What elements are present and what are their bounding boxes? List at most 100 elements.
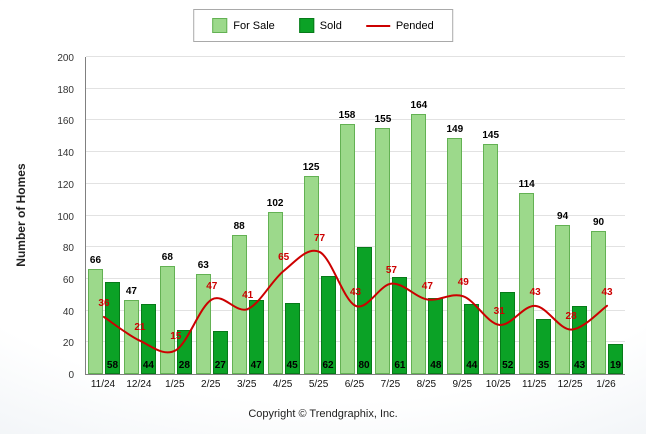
pended-value-label: 43 <box>349 286 362 298</box>
legend-label-for-sale: For Sale <box>233 19 275 32</box>
y-tick-label: 160 <box>57 116 74 128</box>
y-tick-label: 140 <box>57 148 74 160</box>
pended-value-label: 47 <box>421 280 433 292</box>
bar-sold <box>500 291 516 374</box>
y-axis-ticks: 0 20 40 60 80 100 120 140 160 180 200 <box>48 53 80 381</box>
pended-value-label: 65 <box>278 251 290 263</box>
bar-sold <box>140 304 156 374</box>
legend: For Sale Sold Pended <box>193 9 453 42</box>
bar-sold <box>212 331 228 374</box>
y-tick-label: 200 <box>57 53 74 64</box>
sold-swatch-icon <box>298 18 314 33</box>
gridline <box>86 246 625 248</box>
gridline <box>86 214 625 216</box>
sold-value-label: 48 <box>430 360 442 371</box>
bar-sold <box>248 299 264 374</box>
bar-for-sale <box>267 212 283 374</box>
bar-sold <box>320 275 336 374</box>
gridline <box>86 119 625 121</box>
y-axis-title: Number of Homes <box>14 163 28 267</box>
bar-for-sale <box>375 128 391 374</box>
plot-area: 66 58 36 47 44 21 68 28 15 63 27 47 88 47 41 102 45 65 125… <box>85 56 625 375</box>
bar-sold <box>464 304 480 374</box>
for-sale-value-label: 102 <box>266 198 284 210</box>
bar-sold <box>608 343 624 374</box>
bar-for-sale <box>303 175 319 374</box>
gridline <box>86 151 625 153</box>
for-sale-value-label: 88 <box>233 220 245 232</box>
x-tick-label: 8/25 <box>416 379 437 390</box>
for-sale-value-label: 47 <box>125 285 137 297</box>
x-tick-label: 11/24 <box>90 379 116 390</box>
x-tick-label: 7/25 <box>380 379 401 390</box>
bar-sold <box>176 329 192 374</box>
legend-label-pended: Pended <box>395 19 434 32</box>
sold-value-label: 80 <box>358 360 370 371</box>
x-tick-label: 1/26 <box>596 379 616 390</box>
for-sale-value-label: 90 <box>592 217 605 229</box>
bar-for-sale <box>519 193 535 374</box>
x-tick-label: 9/25 <box>452 379 473 390</box>
bar-for-sale <box>591 231 607 374</box>
pended-value-label: 31 <box>493 305 505 317</box>
for-sale-value-label: 94 <box>557 211 569 223</box>
gridline <box>86 182 625 184</box>
x-tick-label: 11/25 <box>522 379 547 390</box>
y-tick-label: 80 <box>62 243 74 255</box>
pended-value-label: 41 <box>242 290 254 302</box>
gridline <box>86 341 625 343</box>
bar-for-sale <box>411 114 427 374</box>
sold-value-label: 43 <box>574 360 586 371</box>
y-tick-label: 60 <box>62 274 74 286</box>
sold-value-label: 35 <box>538 360 550 371</box>
y-tick-label: 100 <box>57 211 74 223</box>
pended-value-label: 43 <box>529 286 541 298</box>
x-tick-label: 2/25 <box>201 379 221 390</box>
sold-value-label: 44 <box>466 360 478 371</box>
legend-label-sold: Sold <box>319 19 342 32</box>
y-tick-label: 20 <box>62 338 74 350</box>
for-sale-value-label: 63 <box>197 260 209 272</box>
for-sale-value-label: 114 <box>518 179 535 191</box>
sold-value-label: 62 <box>322 360 334 371</box>
copyright-text: Copyright © Trendgraphix, Inc. <box>248 408 398 420</box>
sold-value-label: 45 <box>286 360 298 371</box>
for-sale-value-label: 164 <box>410 100 428 112</box>
pended-value-label: 57 <box>385 264 397 276</box>
x-tick-label: 6/25 <box>344 379 365 390</box>
bar-for-sale <box>555 225 571 374</box>
y-tick-label: 120 <box>57 179 74 191</box>
bar-for-sale <box>195 274 211 374</box>
legend-item-pended: Pended <box>365 19 434 32</box>
x-tick-label: 10/25 <box>485 379 511 390</box>
for-sale-value-label: 145 <box>482 130 500 142</box>
sold-value-label: 19 <box>609 360 622 371</box>
pended-value-label: 77 <box>314 232 326 244</box>
bar-sold <box>572 305 588 374</box>
gridline <box>86 56 625 57</box>
x-tick-label: 12/25 <box>557 379 583 390</box>
sold-value-label: 44 <box>142 360 154 371</box>
x-tick-label: 12/24 <box>126 379 152 390</box>
bar-for-sale <box>339 123 355 374</box>
for-sale-value-label: 158 <box>338 109 356 121</box>
for-sale-value-label: 66 <box>89 255 102 267</box>
x-tick-label: 1/25 <box>165 379 185 390</box>
pended-value-label: 15 <box>170 331 182 343</box>
bar-sold <box>536 318 552 374</box>
bar-sold <box>356 247 372 374</box>
sold-value-label: 27 <box>214 360 226 371</box>
for-sale-value-label: 68 <box>161 252 173 264</box>
pended-value-label: 36 <box>98 297 110 309</box>
x-tick-label: 3/25 <box>236 379 257 390</box>
pended-value-label: 43 <box>601 286 613 298</box>
pended-value-label: 28 <box>565 310 577 322</box>
bar-sold <box>392 277 408 374</box>
gridline <box>86 277 625 279</box>
for-sale-value-label: 155 <box>374 114 392 126</box>
x-tick-label: 4/25 <box>272 379 293 390</box>
for-sale-value-label: 125 <box>302 161 320 173</box>
y-tick-label: 0 <box>68 370 74 381</box>
sold-value-label: 61 <box>394 360 406 371</box>
for-sale-value-label: 149 <box>446 123 464 135</box>
